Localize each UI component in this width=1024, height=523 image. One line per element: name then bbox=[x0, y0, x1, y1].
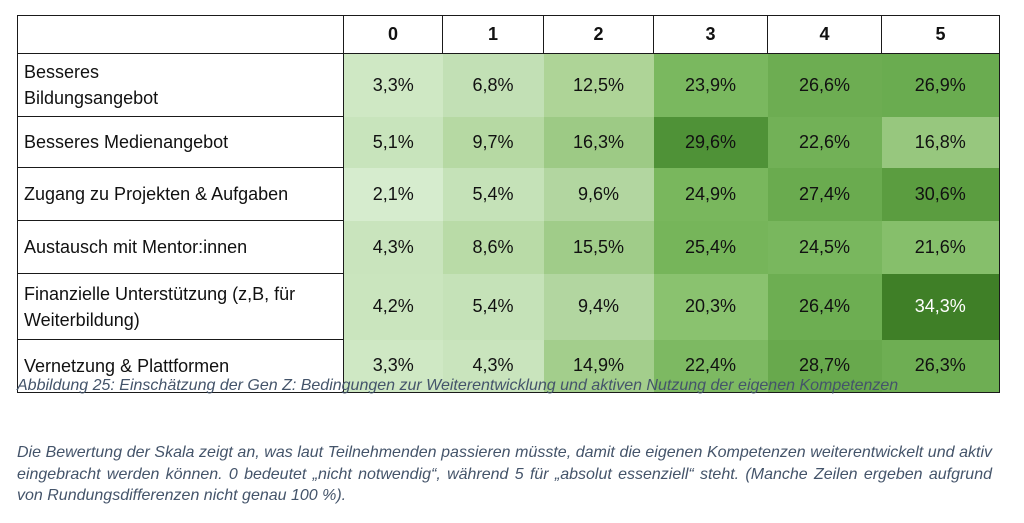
figure-note: Die Bewertung der Skala zeigt an, was la… bbox=[17, 444, 992, 504]
table-cell: 6,8% bbox=[442, 53, 544, 117]
table-cell: 5,4% bbox=[442, 167, 544, 221]
table-cell: 9,7% bbox=[442, 116, 544, 168]
table-row-mentoren: Austausch mit Mentor:innen 4,3% 8,6% 15,… bbox=[17, 220, 1000, 274]
table-row-medienangebot: Besseres Medienangebot 5,1% 9,7% 16,3% 2… bbox=[17, 116, 1000, 168]
table-cell: 4,3% bbox=[442, 339, 544, 393]
table-row-vernetzung: Vernetzung & Plattformen 3,3% 4,3% 14,9%… bbox=[17, 339, 1000, 393]
header-scale-4: 4 bbox=[767, 15, 882, 54]
table-cell-highlight: 34,3% bbox=[881, 273, 1000, 340]
table-cell: 27,4% bbox=[767, 167, 882, 221]
rating-table: 0 1 2 3 4 5 Besseres Bildungsangebot 3,3… bbox=[17, 15, 1000, 393]
row-label: Besseres Bildungsangebot bbox=[17, 53, 344, 117]
table-cell: 9,6% bbox=[543, 167, 654, 221]
row-label: Finanzielle Unterstützung (z,B, für Weit… bbox=[17, 273, 344, 340]
table-cell: 12,5% bbox=[543, 53, 654, 117]
table-cell: 15,5% bbox=[543, 220, 654, 274]
row-label-line: Bildungsangebot bbox=[24, 88, 159, 108]
table-header-row: 0 1 2 3 4 5 bbox=[17, 15, 1000, 54]
row-label-line: Vernetzung & Plattformen bbox=[24, 356, 230, 376]
table-cell: 23,9% bbox=[653, 53, 768, 117]
table-row-finanzielle-unterstuetzung: Finanzielle Unterstützung (z,B, für Weit… bbox=[17, 273, 1000, 340]
row-label: Vernetzung & Plattformen bbox=[17, 339, 344, 393]
table-cell: 22,4% bbox=[653, 339, 768, 393]
table-cell: 3,3% bbox=[343, 339, 443, 393]
table-cell: 22,6% bbox=[767, 116, 882, 168]
table-cell: 30,6% bbox=[881, 167, 1000, 221]
table-cell: 29,6% bbox=[653, 116, 768, 168]
table-cell: 16,8% bbox=[881, 116, 1000, 168]
table-cell: 26,6% bbox=[767, 53, 882, 117]
table-cell: 26,3% bbox=[881, 339, 1000, 393]
row-label: Besseres Medienangebot bbox=[17, 116, 344, 168]
table-cell: 5,4% bbox=[442, 273, 544, 340]
table-row-projekte: Zugang zu Projekten & Aufgaben 2,1% 5,4%… bbox=[17, 167, 1000, 221]
table-cell: 14,9% bbox=[543, 339, 654, 393]
table-cell: 28,7% bbox=[767, 339, 882, 393]
table-cell: 16,3% bbox=[543, 116, 654, 168]
row-label-line: Finanzielle Unterstützung (z,B, für bbox=[24, 283, 296, 304]
table-cell: 5,1% bbox=[343, 116, 443, 168]
table-cell: 25,4% bbox=[653, 220, 768, 274]
row-label-line: Besseres Medienangebot bbox=[24, 132, 229, 152]
header-scale-3: 3 bbox=[653, 15, 768, 54]
table-cell: 3,3% bbox=[343, 53, 443, 117]
table-cell: 21,6% bbox=[881, 220, 1000, 274]
row-label-line: Austausch mit Mentor:innen bbox=[24, 237, 248, 257]
header-scale-2: 2 bbox=[543, 15, 654, 54]
table-cell: 24,5% bbox=[767, 220, 882, 274]
row-label-line: Besseres bbox=[24, 62, 100, 82]
figure-caption: Abbildung 25: Einschätzung der Gen Z: Be… bbox=[17, 377, 899, 394]
table-cell: 24,9% bbox=[653, 167, 768, 221]
table-cell: 20,3% bbox=[653, 273, 768, 340]
header-scale-5: 5 bbox=[881, 15, 1000, 54]
table-row-bildungsangebot: Besseres Bildungsangebot 3,3% 6,8% 12,5%… bbox=[17, 53, 1000, 117]
row-label-line: Zugang zu Projekten & Aufgaben bbox=[24, 184, 289, 204]
table-cell: 4,2% bbox=[343, 273, 443, 340]
table-cell: 4,3% bbox=[343, 220, 443, 274]
table-cell: 2,1% bbox=[343, 167, 443, 221]
header-empty-cell bbox=[17, 15, 344, 54]
row-label-line: Weiterbildung) bbox=[24, 309, 140, 330]
header-scale-1: 1 bbox=[442, 15, 544, 54]
rating-table-container: 0 1 2 3 4 5 Besseres Bildungsangebot 3,3… bbox=[17, 15, 1000, 393]
table-cell: 26,4% bbox=[767, 273, 882, 340]
table-cell: 9,4% bbox=[543, 273, 654, 340]
header-scale-0: 0 bbox=[343, 15, 443, 54]
table-cell: 26,9% bbox=[881, 53, 1000, 117]
row-label: Zugang zu Projekten & Aufgaben bbox=[17, 167, 344, 221]
row-label: Austausch mit Mentor:innen bbox=[17, 220, 344, 274]
table-cell: 8,6% bbox=[442, 220, 544, 274]
